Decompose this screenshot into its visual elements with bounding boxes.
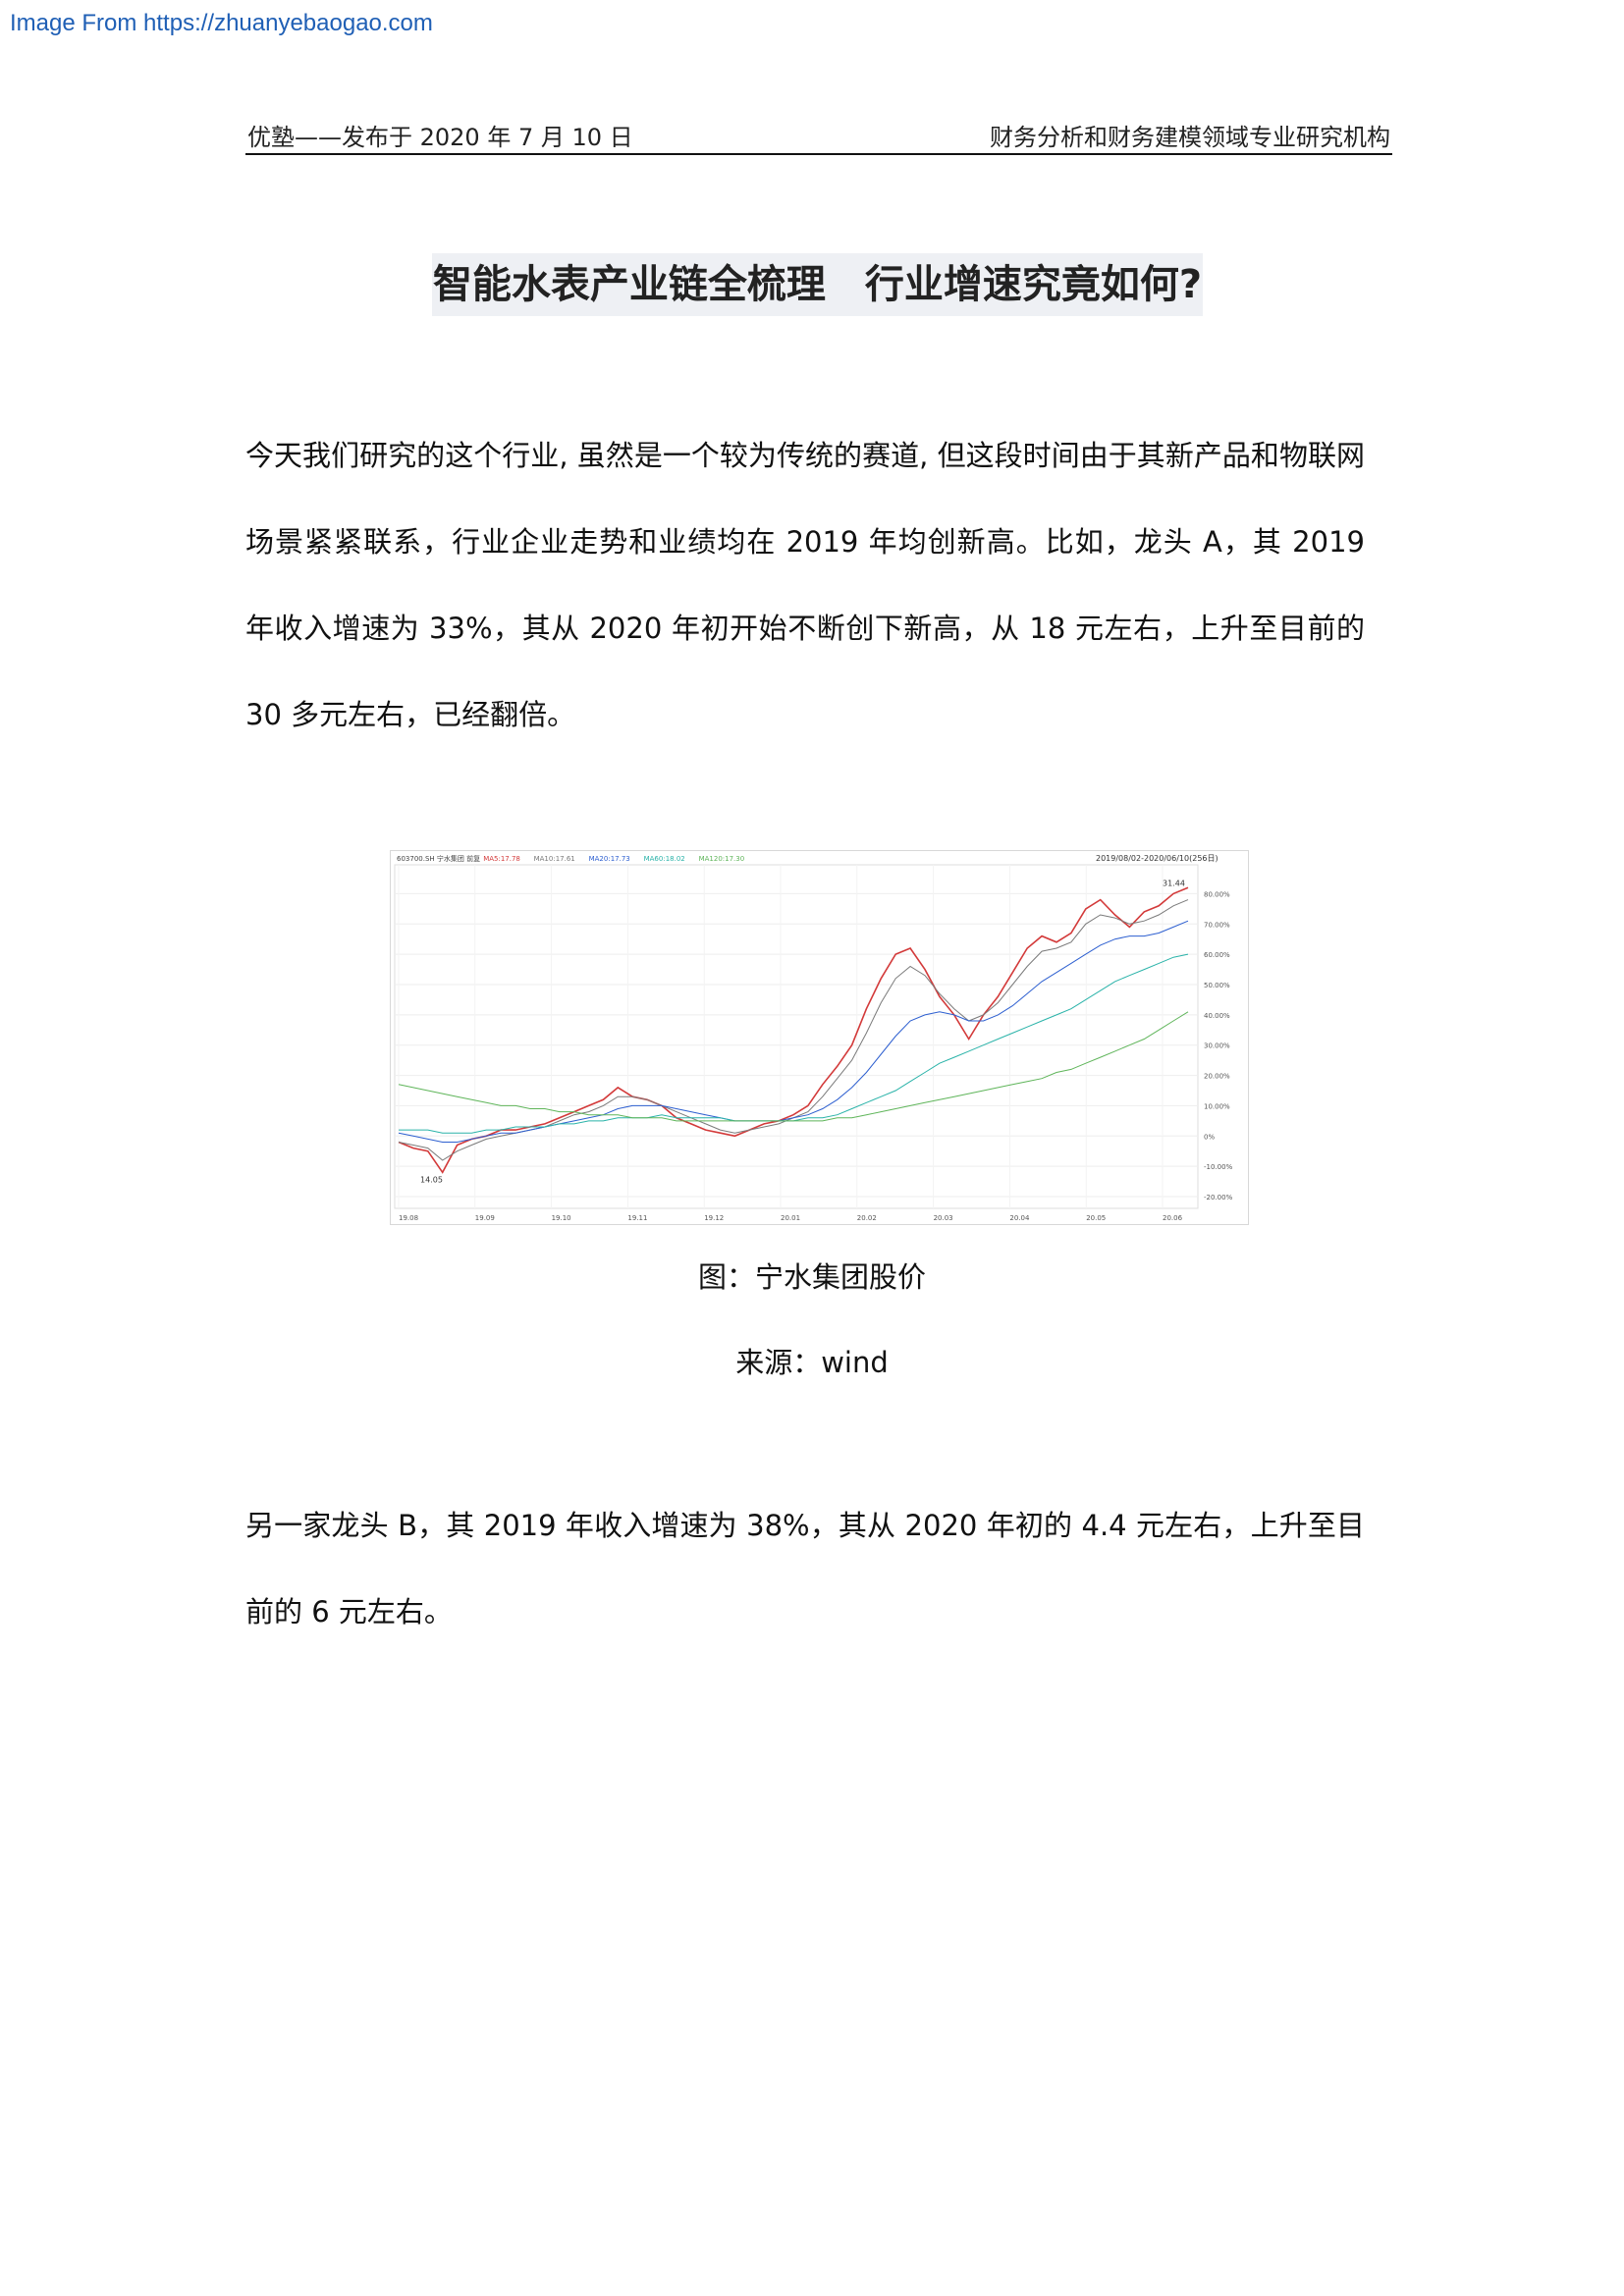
- y-tick-label: 70.00%: [1204, 921, 1230, 929]
- article-title: 智能水表产业链全梳理 行业增速究竟如何?: [432, 253, 1203, 316]
- header-org-tagline: 财务分析和财务建模领域专业研究机构: [990, 124, 1390, 151]
- x-tick-label: 19.09: [475, 1214, 495, 1222]
- source-watermark[interactable]: Image From https://zhuanyebaogao.com: [10, 10, 433, 36]
- legend-entry: MA5:17.78: [483, 855, 520, 863]
- x-tick-label: 19.11: [627, 1214, 647, 1222]
- gridlines: [395, 865, 1198, 1208]
- legend-entry: MA10:17.61: [534, 855, 575, 863]
- legend-entry: MA120:17.30: [699, 855, 745, 863]
- x-tick-label: 19.12: [704, 1214, 724, 1222]
- x-tick-label: 20.01: [781, 1214, 800, 1222]
- x-tick-label: 20.06: [1163, 1214, 1183, 1222]
- paragraph-company-b: 另一家龙头 B，其 2019 年收入增速为 38%，其从 2020 年初的 4.…: [245, 1509, 1365, 1629]
- y-axis-labels: 80.00% 70.00% 60.00% 50.00% 40.00% 30.00% 20.0…: [1204, 890, 1233, 1201]
- series-line-2: [398, 920, 1189, 1143]
- series-lines: [398, 886, 1189, 1174]
- y-tick-label: 0%: [1204, 1133, 1215, 1141]
- y-tick-label: 20.00%: [1204, 1073, 1230, 1081]
- y-tick-label: 80.00%: [1204, 890, 1230, 898]
- chart-svg: 80.00% 70.00% 60.00% 50.00% 40.00% 30.00% 20.0…: [394, 854, 1233, 1222]
- min-price-label: 14.05: [420, 1175, 443, 1184]
- legend-entry: MA20:17.73: [589, 855, 630, 863]
- series-line-4: [398, 1011, 1189, 1122]
- legend-entry: 603700.SH 宁水集团 前复: [397, 854, 480, 863]
- x-tick-label: 20.05: [1086, 1214, 1106, 1222]
- y-tick-label: 10.00%: [1204, 1102, 1230, 1110]
- y-tick-label: 60.00%: [1204, 951, 1230, 959]
- chart-legend: 603700.SH 宁水集团 前复 MA5:17.78 MA10:17.61 MA20…: [397, 854, 744, 863]
- y-tick-label: -10.00%: [1204, 1163, 1233, 1171]
- stock-price-chart: 80.00% 70.00% 60.00% 50.00% 40.00% 30.00% 20.0…: [390, 850, 1249, 1225]
- y-tick-label: 40.00%: [1204, 1012, 1230, 1020]
- x-tick-label: 20.02: [857, 1214, 877, 1222]
- figure-caption: 图：宁水集团股价: [697, 1260, 926, 1294]
- paragraph-intro: 今天我们研究的这个行业, 虽然是一个较为传统的赛道, 但这段时间由于其新产品和物…: [245, 439, 1365, 731]
- x-tick-label: 19.08: [399, 1214, 418, 1222]
- y-tick-label: 50.00%: [1204, 982, 1230, 989]
- header-publish-date: 优塾——发布于 2020 年 7 月 10 日: [247, 124, 633, 151]
- page-header: 优塾——发布于 2020 年 7 月 10 日 财务分析和财务建模领域专业研究机…: [245, 116, 1392, 155]
- plot-area: [394, 864, 1199, 1209]
- max-price-label: 31.44: [1163, 879, 1185, 887]
- x-axis-labels: 19.08 19.09 19.10 19.11 19.12 20.01 20.02 20.03…: [399, 1214, 1183, 1222]
- x-tick-label: 20.03: [934, 1214, 953, 1222]
- figure-source: 来源：wind: [735, 1346, 889, 1379]
- x-tick-label: 19.10: [552, 1214, 571, 1222]
- y-tick-label: 30.00%: [1204, 1042, 1230, 1050]
- legend-entry: MA60:18.02: [644, 855, 685, 863]
- y-tick-label: -20.00%: [1204, 1194, 1233, 1201]
- x-tick-label: 20.04: [1009, 1214, 1030, 1222]
- date-range-label: 2019/08/02-2020/06/10(256日): [1096, 854, 1218, 863]
